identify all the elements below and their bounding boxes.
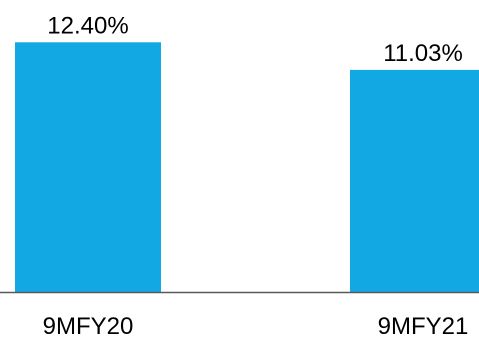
x-tick-label-9mfy20: 9MFY20 (43, 313, 134, 340)
bar-9mfy21 (350, 69, 479, 292)
data-label-9mfy21: 11.03% (383, 40, 463, 67)
x-tick-labels-group: 9MFY20 9MFY21 (43, 313, 469, 340)
x-tick-label-9mfy21: 9MFY21 (378, 313, 469, 340)
bars-group (15, 42, 479, 292)
data-labels-group: 12.40% 11.03% (47, 12, 463, 67)
data-label-9mfy20: 12.40% (47, 12, 128, 39)
bar-9mfy20 (15, 42, 161, 292)
